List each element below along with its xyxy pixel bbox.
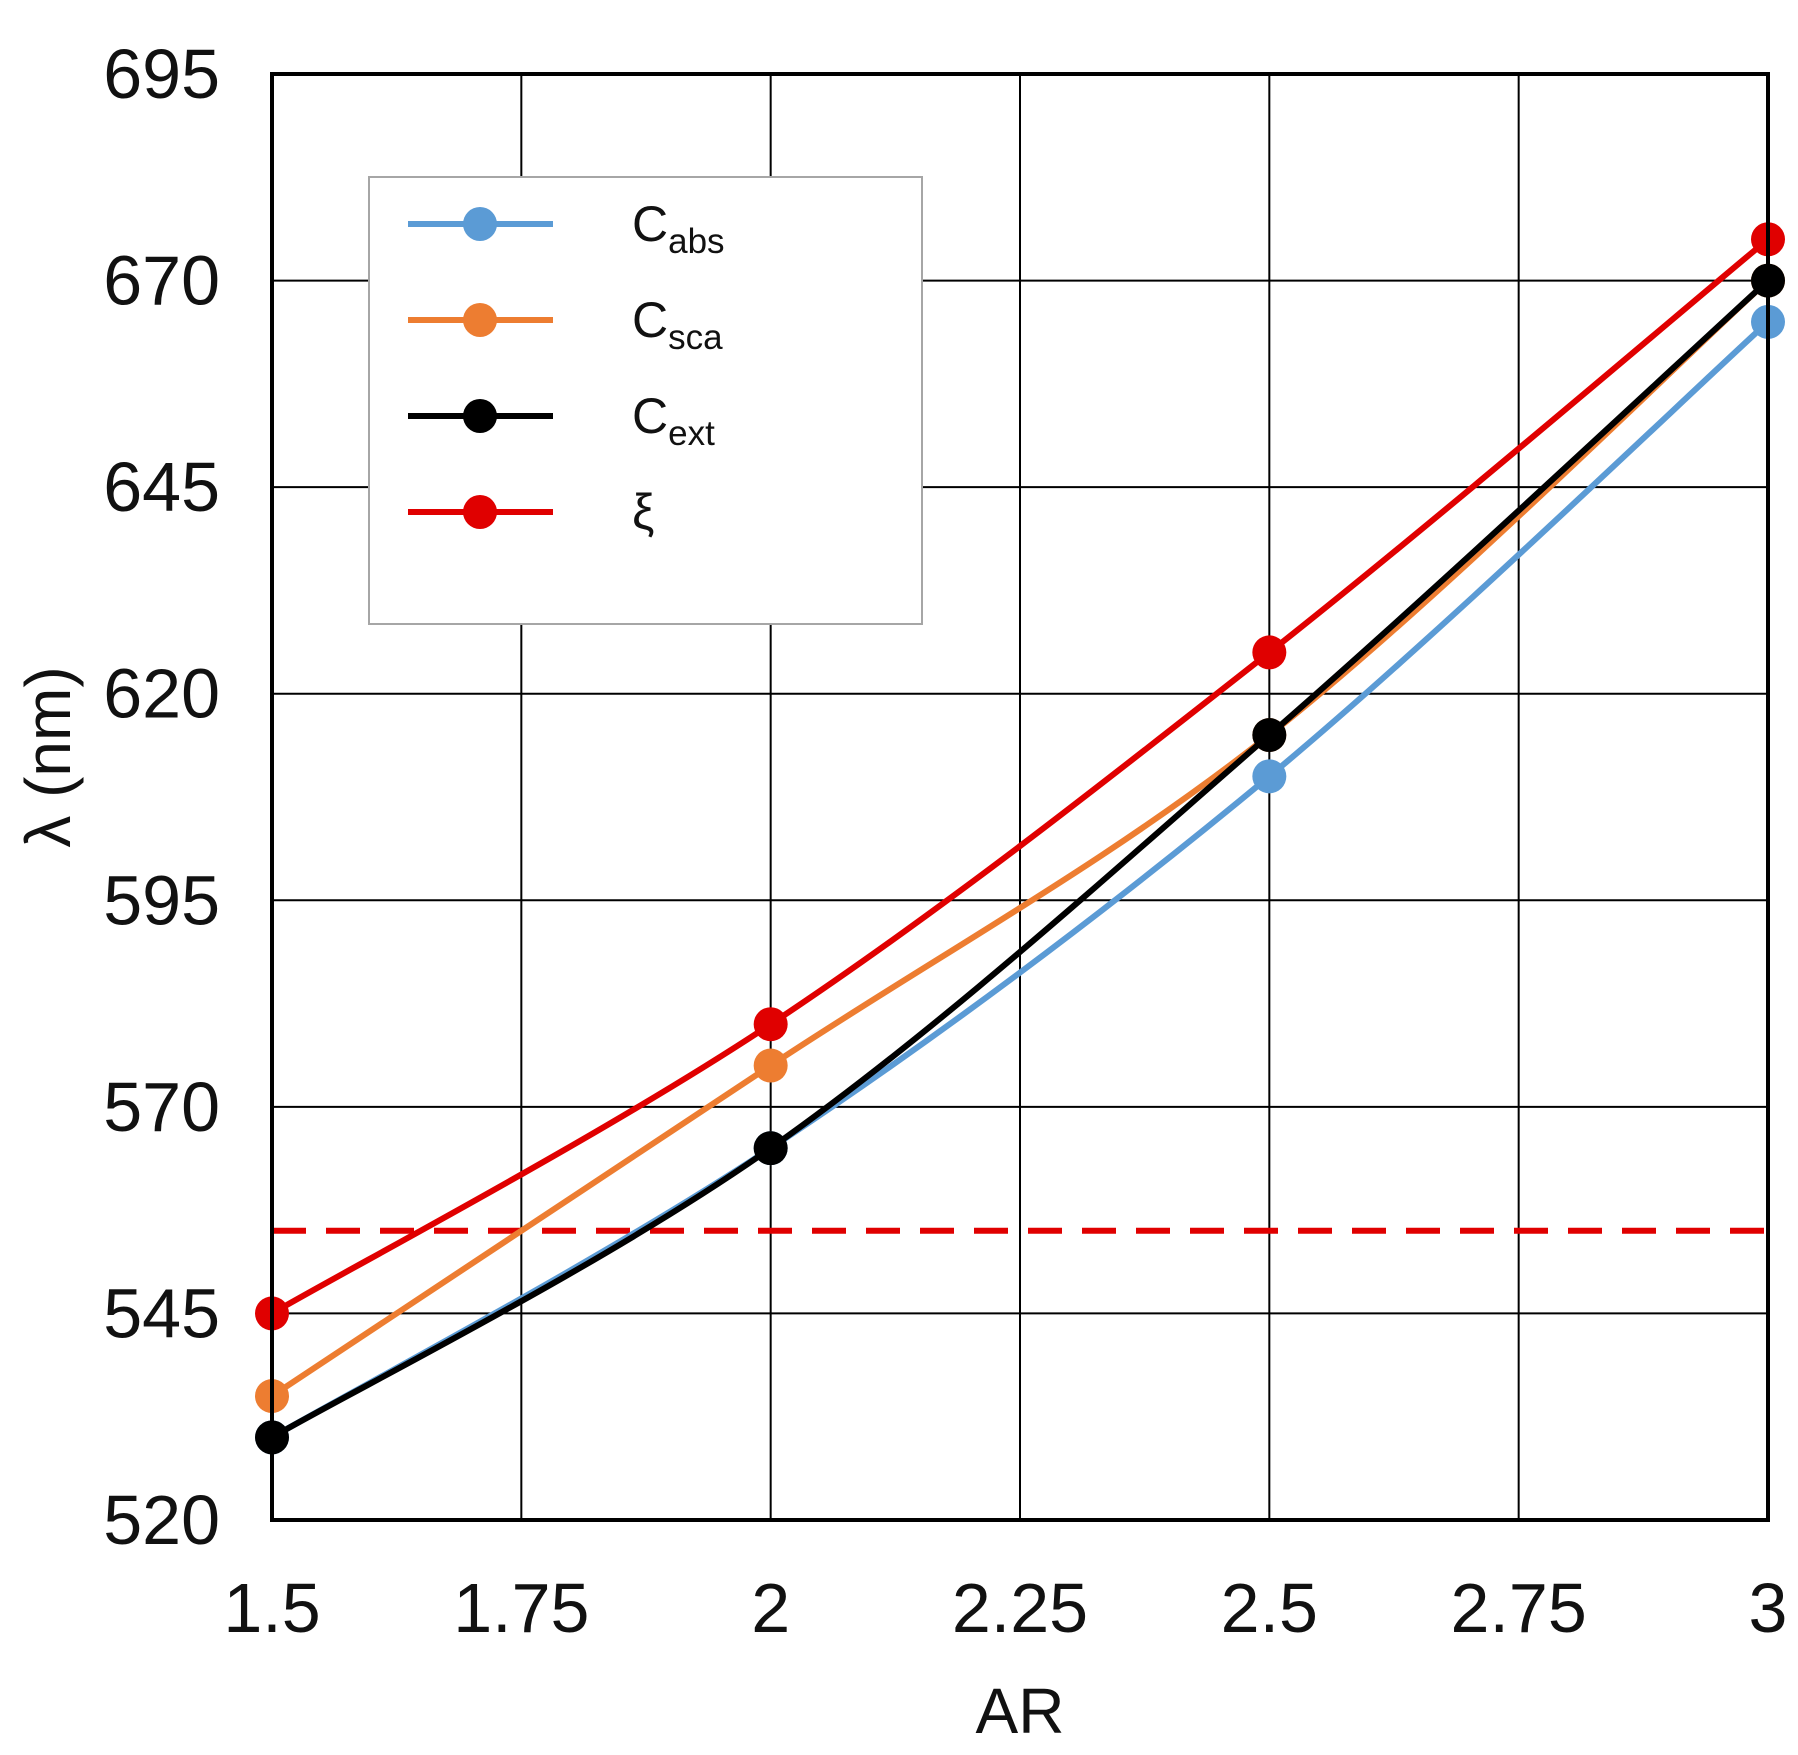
x-tick-label: 2.25	[952, 1569, 1088, 1647]
x-tick-label: 2.5	[1221, 1569, 1318, 1647]
y-tick-label: 670	[103, 242, 220, 320]
legend-swatch-marker-xi	[463, 495, 497, 529]
tick-labels: 520 545 570 595 620 645 670 695 1.5 1.75 2 2.25 2.5 2…	[103, 35, 1787, 1647]
x-tick-label: 3	[1749, 1569, 1788, 1647]
data-point-ext	[1252, 718, 1287, 753]
x-axis-title: AR	[976, 1675, 1065, 1747]
y-tick-label: 545	[103, 1274, 220, 1352]
series-group	[255, 222, 1785, 1455]
y-tick-label: 520	[103, 1481, 220, 1559]
legend-swatch-marker-abs	[463, 207, 497, 241]
x-tick-label: 1.75	[453, 1569, 589, 1647]
y-tick-label: 645	[103, 448, 220, 526]
x-tick-label: 2	[751, 1569, 790, 1647]
y-tick-label: 595	[103, 861, 220, 939]
y-tick-label: 620	[103, 655, 220, 733]
x-tick-label: 1.5	[223, 1569, 320, 1647]
x-tick-label: 2.75	[1451, 1569, 1587, 1647]
legend-swatch-marker-ext	[463, 399, 497, 433]
data-point-ext	[753, 1131, 788, 1166]
legend-swatch-marker-sca	[463, 303, 497, 337]
grid	[271, 73, 1769, 1521]
series-line-sca	[270, 278, 1771, 1399]
data-point-sca	[753, 1048, 788, 1083]
legend-label-xi: ξ	[632, 484, 654, 540]
series-line-xi	[270, 236, 1770, 1317]
data-point-abs	[1252, 759, 1287, 794]
legend-box	[368, 176, 923, 625]
y-tick-label: 570	[103, 1068, 220, 1146]
data-point-xi	[753, 1007, 788, 1042]
data-point-xi	[1252, 635, 1287, 670]
series-line-ext	[270, 278, 1771, 1440]
y-axis-title: λ (nm)	[12, 666, 84, 847]
y-tick-label: 695	[103, 35, 220, 113]
plot-frame	[270, 72, 1770, 1522]
